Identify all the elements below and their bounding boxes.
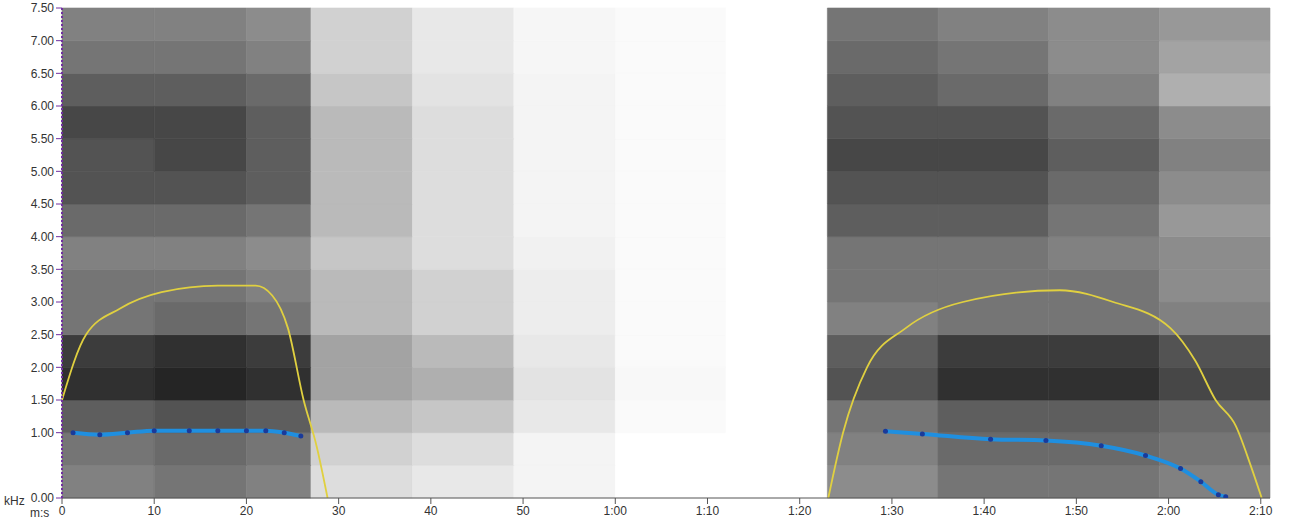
svg-text:0.00: 0.00 bbox=[31, 491, 55, 505]
svg-text:1:20: 1:20 bbox=[788, 504, 812, 518]
svg-text:40: 40 bbox=[424, 504, 438, 518]
svg-text:30: 30 bbox=[332, 504, 346, 518]
svg-text:1.50: 1.50 bbox=[31, 393, 55, 407]
svg-text:1.00: 1.00 bbox=[31, 426, 55, 440]
svg-text:6.50: 6.50 bbox=[31, 67, 55, 81]
svg-text:5.00: 5.00 bbox=[31, 165, 55, 179]
svg-text:2.50: 2.50 bbox=[31, 328, 55, 342]
svg-text:4.50: 4.50 bbox=[31, 197, 55, 211]
svg-text:3.00: 3.00 bbox=[31, 295, 55, 309]
svg-text:4.00: 4.00 bbox=[31, 230, 55, 244]
svg-text:2.00: 2.00 bbox=[31, 361, 55, 375]
svg-text:1:10: 1:10 bbox=[696, 504, 720, 518]
svg-text:20: 20 bbox=[240, 504, 254, 518]
html-text:m:s: m:s bbox=[30, 506, 50, 520]
svg-text:1:40: 1:40 bbox=[972, 504, 996, 518]
svg-text:2:10: 2:10 bbox=[1249, 504, 1273, 518]
svg-text:3.50: 3.50 bbox=[31, 263, 55, 277]
svg-text:6.00: 6.00 bbox=[31, 99, 55, 113]
svg-text:7.00: 7.00 bbox=[31, 34, 55, 48]
svg-text:1:30: 1:30 bbox=[880, 504, 904, 518]
svg-text:1:50: 1:50 bbox=[1065, 504, 1089, 518]
svg-text:0: 0 bbox=[59, 504, 66, 518]
svg-text:50: 50 bbox=[516, 504, 530, 518]
svg-text:2:00: 2:00 bbox=[1157, 504, 1181, 518]
svg-text:1:00: 1:00 bbox=[604, 504, 628, 518]
html-text:kHz: kHz bbox=[4, 494, 25, 508]
svg-text:7.50: 7.50 bbox=[31, 1, 55, 15]
svg-text:10: 10 bbox=[148, 504, 162, 518]
svg-text:5.50: 5.50 bbox=[31, 132, 55, 146]
